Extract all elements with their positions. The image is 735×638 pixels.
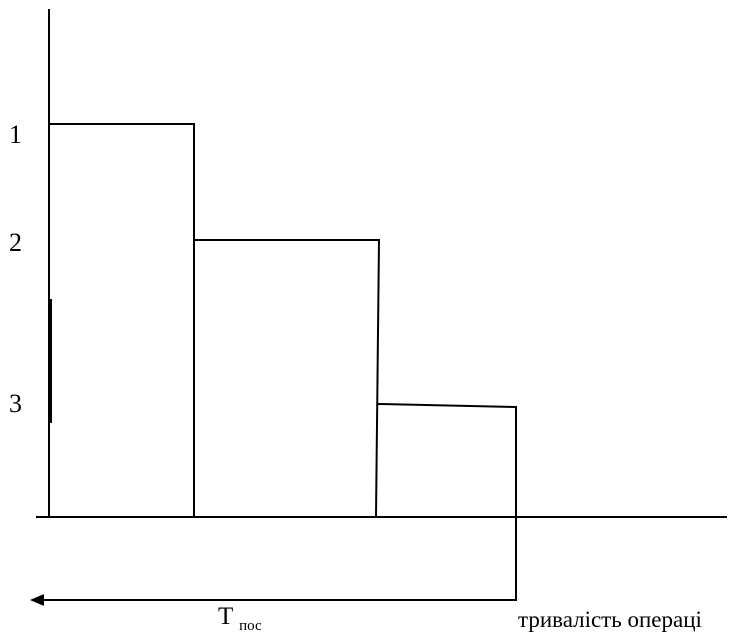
operation-label-2: 2 [9,228,22,257]
arrow-head-icon [30,594,44,606]
operation-2-block [193,239,381,519]
operation-label-1: 1 [9,120,22,149]
operation-label-3: 3 [9,389,22,418]
duration-symbol: T пос [218,603,262,634]
operation-3-block [377,402,517,601]
duration-axis-label: тривалість операці [518,607,702,632]
operation-1-block [48,123,195,518]
